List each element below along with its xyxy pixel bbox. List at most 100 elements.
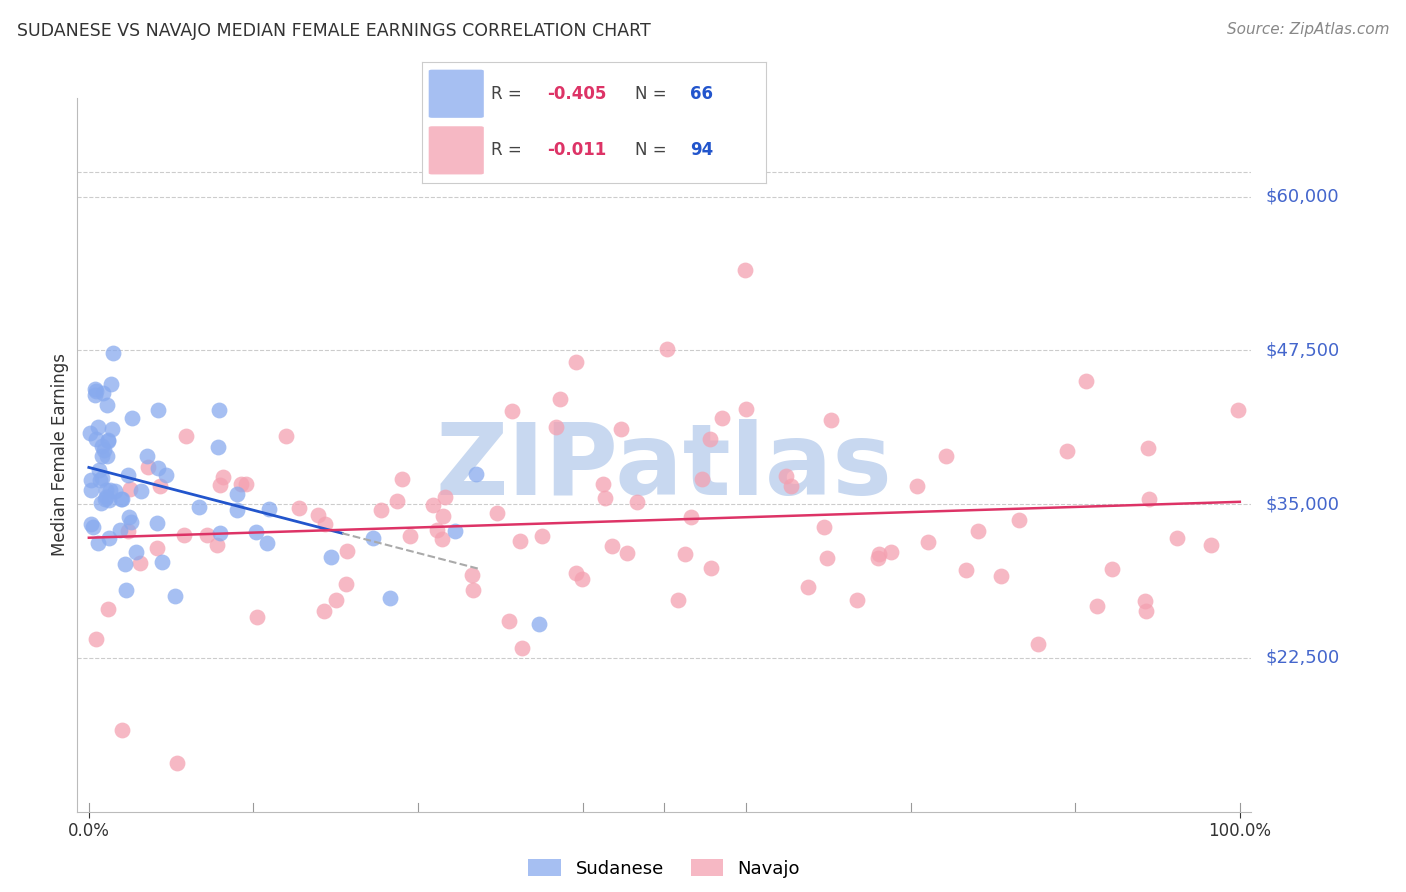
Point (775, 469, 797, 483)
Point (146, 403, 169, 417)
Point (501, 404, 523, 418)
Text: $47,500: $47,500 (1265, 342, 1340, 359)
Point (1137, 492, 1160, 507)
Point (146, 460, 169, 475)
Point (546, 419, 568, 434)
Point (117, 524, 139, 538)
Point (905, 479, 928, 493)
Point (135, 450, 157, 464)
Point (229, 476, 252, 491)
Point (208, 478, 231, 492)
Point (165, 589, 187, 603)
Point (82, 519, 104, 533)
Point (391, 472, 413, 486)
Point (89, 473, 111, 487)
Point (108, 523, 131, 537)
Point (461, 568, 484, 582)
Point (655, 342, 678, 356)
Point (385, 494, 408, 508)
Point (150, 555, 173, 569)
Text: N =: N = (636, 141, 672, 160)
Text: R =: R = (491, 141, 531, 160)
Point (432, 509, 454, 524)
Point (734, 263, 756, 277)
Text: -0.405: -0.405 (547, 85, 607, 103)
Point (120, 515, 142, 529)
Point (797, 580, 820, 594)
Point (813, 520, 835, 534)
Point (187, 500, 209, 514)
Point (735, 402, 758, 417)
Point (211, 470, 233, 484)
Point (110, 491, 132, 506)
Point (935, 449, 957, 463)
Point (370, 502, 392, 516)
Point (91, 439, 114, 453)
Point (461, 582, 484, 597)
Text: R =: R = (491, 85, 527, 103)
Point (1101, 562, 1123, 576)
Point (288, 500, 311, 515)
Point (174, 429, 197, 443)
Point (96, 398, 118, 412)
Point (610, 422, 633, 436)
Point (444, 524, 467, 538)
Point (1008, 513, 1031, 527)
Point (97, 434, 120, 448)
Point (80, 517, 103, 532)
Point (666, 593, 689, 607)
Point (226, 503, 249, 517)
Point (117, 467, 139, 482)
Point (699, 432, 721, 446)
Point (80, 483, 103, 497)
Point (548, 392, 571, 407)
Point (246, 609, 269, 624)
Point (616, 545, 638, 559)
Text: -0.011: -0.011 (547, 141, 607, 160)
Point (93, 443, 115, 458)
Point (96, 449, 118, 463)
Point (129, 484, 152, 499)
Text: 94: 94 (690, 141, 714, 160)
Point (530, 529, 553, 543)
Point (815, 551, 838, 566)
Point (1166, 531, 1188, 545)
Point (433, 490, 456, 504)
Point (100, 376, 122, 391)
Point (571, 572, 593, 586)
Text: $22,500: $22,500 (1265, 648, 1340, 667)
Point (97, 601, 120, 615)
Point (87, 420, 110, 434)
Point (84, 384, 107, 398)
Point (96, 434, 118, 448)
Point (114, 583, 136, 598)
Text: 66: 66 (690, 85, 713, 103)
Point (114, 557, 136, 571)
Point (1227, 403, 1250, 417)
Text: $35,000: $35,000 (1265, 495, 1340, 513)
Point (80, 473, 103, 487)
Point (94, 491, 117, 506)
Point (1199, 538, 1222, 552)
Point (166, 756, 188, 770)
Point (336, 544, 359, 558)
Point (1026, 637, 1049, 651)
Point (498, 614, 520, 628)
Point (256, 536, 278, 550)
Point (779, 479, 801, 493)
Point (868, 547, 890, 561)
Point (118, 482, 141, 496)
Point (1135, 593, 1157, 607)
Point (307, 508, 329, 523)
Point (79, 425, 101, 440)
Point (690, 472, 713, 486)
Point (146, 516, 169, 530)
Point (955, 563, 977, 577)
Point (97, 531, 120, 545)
Point (626, 494, 648, 508)
Text: SUDANESE VS NAVAJO MEDIAN FEMALE EARNINGS CORRELATION CHART: SUDANESE VS NAVAJO MEDIAN FEMALE EARNING… (17, 22, 651, 40)
Point (86, 632, 108, 646)
Text: Source: ZipAtlas.com: Source: ZipAtlas.com (1226, 22, 1389, 37)
Point (510, 640, 533, 655)
Point (335, 577, 357, 591)
